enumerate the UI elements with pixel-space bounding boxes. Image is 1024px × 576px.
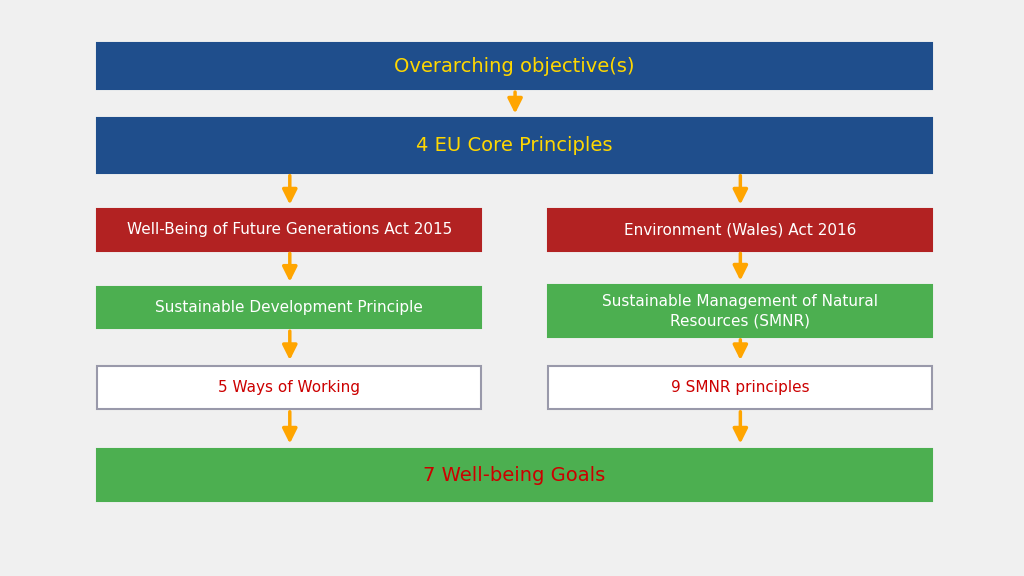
Text: 9 SMNR principles: 9 SMNR principles	[671, 380, 809, 395]
FancyBboxPatch shape	[548, 366, 932, 409]
FancyBboxPatch shape	[97, 287, 481, 328]
FancyBboxPatch shape	[97, 118, 932, 173]
Text: Sustainable Management of Natural
Resources (SMNR): Sustainable Management of Natural Resour…	[602, 294, 878, 328]
Text: Well-Being of Future Generations Act 2015: Well-Being of Future Generations Act 201…	[127, 222, 452, 237]
FancyBboxPatch shape	[548, 285, 932, 337]
FancyBboxPatch shape	[97, 43, 932, 89]
FancyBboxPatch shape	[97, 449, 932, 501]
FancyBboxPatch shape	[548, 209, 932, 251]
FancyBboxPatch shape	[97, 209, 481, 251]
FancyBboxPatch shape	[97, 366, 481, 409]
Text: 5 Ways of Working: 5 Ways of Working	[218, 380, 360, 395]
Text: Sustainable Development Principle: Sustainable Development Principle	[156, 300, 423, 315]
Text: 7 Well-being Goals: 7 Well-being Goals	[424, 466, 605, 484]
Text: 4 EU Core Principles: 4 EU Core Principles	[417, 136, 612, 155]
Text: Overarching objective(s): Overarching objective(s)	[394, 57, 635, 75]
Text: Environment (Wales) Act 2016: Environment (Wales) Act 2016	[624, 222, 856, 237]
